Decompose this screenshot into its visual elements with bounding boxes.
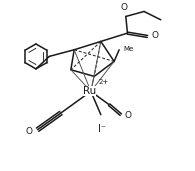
- Text: I⁻: I⁻: [98, 124, 106, 134]
- Text: Ru: Ru: [82, 86, 96, 96]
- Text: Me: Me: [123, 46, 134, 52]
- Text: O: O: [26, 127, 33, 136]
- Text: O: O: [124, 111, 131, 120]
- Text: O: O: [121, 3, 128, 12]
- Text: O: O: [152, 31, 159, 40]
- Text: 2+: 2+: [98, 79, 109, 85]
